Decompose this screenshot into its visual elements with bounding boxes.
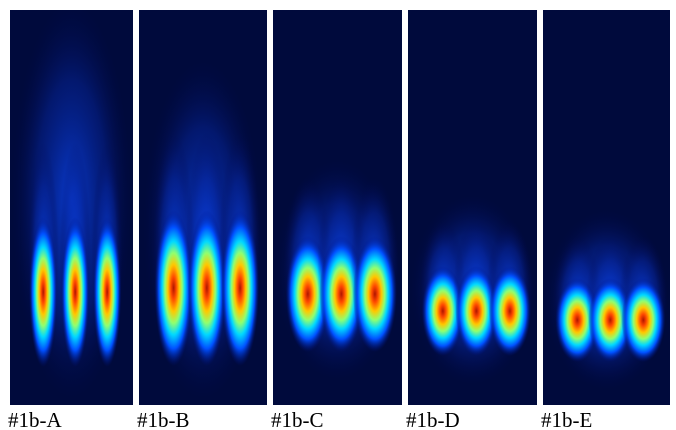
- plume: [488, 266, 531, 356]
- plume: [154, 210, 193, 366]
- panel-label: #1b-C: [271, 408, 324, 430]
- panel-label: #1b-D: [406, 408, 460, 430]
- panel-label: #1b-A: [8, 408, 62, 430]
- panel: [408, 10, 537, 405]
- plume: [93, 217, 122, 367]
- panel-group: [10, 10, 670, 405]
- plume: [221, 210, 260, 366]
- plume: [621, 278, 666, 362]
- panel: [10, 10, 133, 405]
- plume: [187, 210, 226, 366]
- plume: [61, 217, 90, 367]
- panel-label: #1b-E: [541, 408, 592, 430]
- panel: [139, 10, 267, 405]
- plume: [352, 236, 397, 352]
- panel: [543, 10, 670, 405]
- panel-label: #1b-B: [137, 408, 190, 430]
- plume: [29, 217, 58, 367]
- panel: [273, 10, 402, 405]
